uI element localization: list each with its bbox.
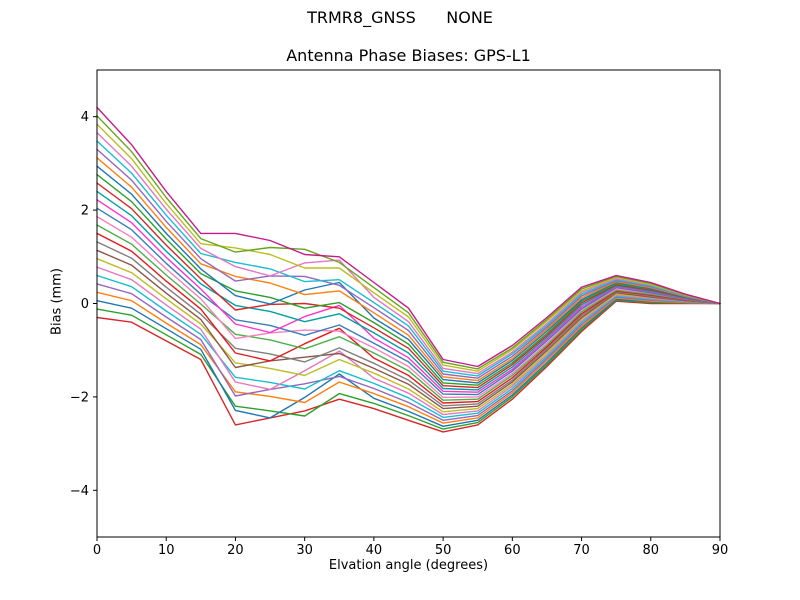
y-tick-label: 4	[81, 110, 89, 125]
series-line-12	[96, 224, 721, 401]
series-line-19	[96, 165, 721, 384]
series-line-21	[96, 148, 721, 379]
x-tick-label: 0	[93, 543, 101, 558]
x-tick-label: 20	[227, 543, 244, 558]
x-tick-label: 30	[296, 543, 313, 558]
x-tick-label: 60	[504, 543, 521, 558]
y-tick-label: −4	[70, 484, 89, 499]
x-axis-label: Elvation angle (degrees)	[328, 558, 489, 573]
axes-frame	[96, 69, 721, 538]
series-line-04	[96, 291, 721, 424]
chart-title: Antenna Phase Biases: GPS-L1	[286, 46, 531, 65]
series-line-01	[96, 300, 721, 433]
series-line-07	[96, 266, 721, 416]
series-line-17	[96, 182, 721, 389]
series-line-13	[96, 215, 721, 399]
x-tick-label: 80	[643, 543, 660, 558]
series-line-23	[96, 131, 721, 375]
x-tick-label: 70	[573, 543, 590, 558]
series-line-10	[96, 241, 721, 407]
series-line-25	[96, 115, 721, 370]
y-axis-label: Bias (mm)	[49, 268, 65, 335]
y-tick-label: −2	[70, 390, 89, 405]
x-tick-label: 10	[158, 543, 175, 558]
x-tick-label: 90	[712, 543, 729, 558]
series-line-06	[96, 274, 721, 419]
y-tick-label: 0	[81, 297, 89, 312]
series-line-02	[96, 299, 721, 430]
x-tick-label: 50	[435, 543, 452, 558]
series-line-14	[96, 207, 721, 396]
series-line-20	[96, 157, 721, 382]
series-line-03	[96, 298, 721, 427]
series-line-16	[96, 190, 721, 391]
series-line-24	[96, 123, 721, 372]
series-line-18	[96, 173, 721, 386]
y-tick-label: 2	[81, 204, 89, 219]
series-line-22	[96, 140, 721, 377]
figure-suptitle: TRMR8_GNSS NONE	[307, 8, 493, 27]
series-line-11	[96, 232, 721, 404]
series-line-05	[96, 283, 721, 421]
series-line-09	[96, 249, 721, 410]
x-tick-label: 40	[366, 543, 383, 558]
series-line-26	[96, 106, 721, 368]
series-line-08	[96, 258, 721, 413]
series-line-15	[96, 199, 721, 393]
